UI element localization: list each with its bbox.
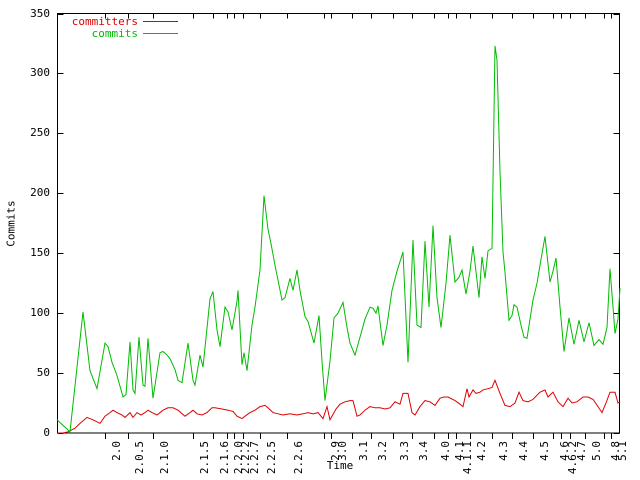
x-tick-label: 5.1: [616, 441, 629, 461]
x-tick-label: 4.4: [517, 441, 530, 461]
series-line-committers: [57, 378, 621, 434]
x-tick-label: 4.2: [475, 441, 488, 461]
y-tick-label: 100: [30, 306, 50, 320]
axis-ticks: [57, 13, 620, 439]
x-tick-label: 2.1.6: [218, 441, 231, 475]
x-tick-label: 3.3: [398, 441, 411, 461]
x-tick-label: 2.2.6: [292, 441, 305, 475]
x-tick-label: 2.0.5: [133, 441, 146, 475]
y-tick-label: 300: [30, 66, 50, 80]
y-tick-label: 350: [30, 6, 50, 20]
y-tick-label: 150: [30, 246, 50, 260]
series-line-commits: [56, 45, 621, 433]
x-tick-label: 3.2: [376, 441, 389, 461]
x-tick-label: 2.1.5: [198, 441, 211, 475]
y-tick-label: 250: [30, 126, 50, 140]
y-tick-label: 200: [30, 186, 50, 200]
x-tick-label: 4.1.1: [461, 441, 474, 475]
y-axis-title: Commits: [4, 200, 18, 247]
x-tick-label: 3.4: [417, 441, 430, 461]
x-tick-label: 4.0: [439, 441, 452, 461]
legend-label-commits: commits: [91, 27, 138, 40]
x-tick-label: 4.7: [575, 441, 588, 461]
x-axis-title: Time: [326, 459, 354, 472]
plot-border: [57, 13, 620, 434]
x-tick-label: 5.0: [590, 441, 603, 461]
x-tick-label: 2.2.5: [265, 441, 278, 475]
legend-label-committers: committers: [71, 15, 138, 28]
x-tick-label: 2.2.7: [248, 441, 261, 475]
x-tick-label: 2.0: [110, 441, 123, 461]
y-tick-label: 50: [36, 366, 50, 380]
x-tick-label: 4.5: [538, 441, 551, 461]
x-tick-label: 2.1.0: [158, 441, 171, 475]
data-series: [56, 45, 621, 434]
x-tick-label: 4.3: [497, 441, 510, 461]
y-tick-label: 0: [43, 426, 50, 439]
